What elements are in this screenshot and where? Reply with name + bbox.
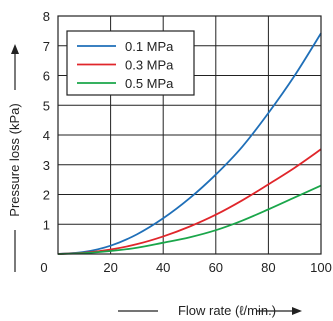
y-tick-label: 1 <box>43 217 50 232</box>
x-tick-label: 80 <box>261 260 275 275</box>
legend-label-0: 0.1 MPa <box>125 39 174 54</box>
y-tick-label: 5 <box>43 98 50 113</box>
x-tick-label: 20 <box>103 260 117 275</box>
series-line-0 <box>57 32 322 255</box>
y-axis-label: Pressure loss (kPa) <box>7 103 22 216</box>
series-lines <box>57 32 322 255</box>
x-tick-label: 100 <box>310 260 332 275</box>
y-tick-label: 8 <box>43 9 50 24</box>
x-axis-arrowhead-icon <box>292 307 302 315</box>
legend-box <box>66 30 195 96</box>
legend: 0.1 MPa 0.3 MPa 0.5 MPa <box>66 30 195 96</box>
series-line-1 <box>57 148 322 255</box>
y-tick-label: 4 <box>43 128 50 143</box>
y-tick-label: 6 <box>43 69 50 84</box>
y-axis-arrowhead-icon <box>11 44 19 54</box>
legend-label-2: 0.5 MPa <box>125 76 174 91</box>
x-tick-label: 40 <box>156 260 170 275</box>
x-tick-labels: 0 20 40 60 80 100 <box>40 260 331 275</box>
legend-label-1: 0.3 MPa <box>125 58 174 73</box>
x-tick-label: 60 <box>209 260 223 275</box>
series-line-2 <box>57 184 322 255</box>
plot-frame <box>57 15 322 255</box>
y-tick-label: 7 <box>43 39 50 54</box>
y-tick-label: 3 <box>43 158 50 173</box>
x-axis-label: Flow rate (ℓ/min.) <box>178 303 276 318</box>
x-tick-label: 0 <box>40 260 47 275</box>
y-tick-label: 2 <box>43 188 50 203</box>
y-tick-labels: 1 2 3 4 5 6 7 8 <box>43 9 50 232</box>
